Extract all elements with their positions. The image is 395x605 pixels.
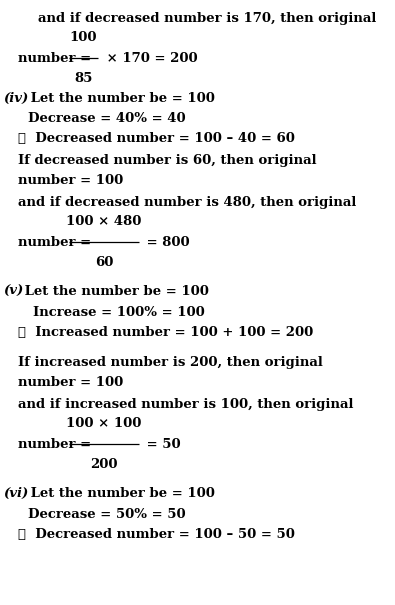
Text: 200: 200 <box>90 458 118 471</box>
Text: Let the number be = 100: Let the number be = 100 <box>26 487 215 500</box>
Text: 85: 85 <box>74 72 93 85</box>
Text: ∴  Decreased number = 100 – 40 = 60: ∴ Decreased number = 100 – 40 = 60 <box>18 132 295 145</box>
Text: Let the number be = 100: Let the number be = 100 <box>26 92 215 105</box>
Text: If decreased number is 60, then original: If decreased number is 60, then original <box>18 154 317 167</box>
Text: Let the number be = 100: Let the number be = 100 <box>21 285 209 298</box>
Text: and if increased number is 100, then original: and if increased number is 100, then ori… <box>18 398 354 411</box>
Text: number = 100: number = 100 <box>18 376 123 389</box>
Text: 100: 100 <box>70 31 97 44</box>
Text: (vi): (vi) <box>3 487 28 500</box>
Text: = 800: = 800 <box>143 235 190 249</box>
Text: Increase = 100% = 100: Increase = 100% = 100 <box>33 306 205 319</box>
Text: 60: 60 <box>95 256 113 269</box>
Text: ∴  Decreased number = 100 – 50 = 50: ∴ Decreased number = 100 – 50 = 50 <box>18 528 295 541</box>
Text: (v): (v) <box>3 285 23 298</box>
Text: and if decreased number is 480, then original: and if decreased number is 480, then ori… <box>18 196 356 209</box>
Text: 100 × 480: 100 × 480 <box>66 215 141 228</box>
Text: (iv): (iv) <box>3 92 28 105</box>
Text: number =: number = <box>18 235 96 249</box>
Text: number =: number = <box>18 51 96 65</box>
Text: number = 100: number = 100 <box>18 174 123 187</box>
Text: Decrease = 50% = 50: Decrease = 50% = 50 <box>28 508 186 521</box>
Text: ∴  Increased number = 100 + 100 = 200: ∴ Increased number = 100 + 100 = 200 <box>18 326 313 339</box>
Text: and if decreased number is 170, then original: and if decreased number is 170, then ori… <box>38 12 376 25</box>
Text: × 170 = 200: × 170 = 200 <box>102 51 198 65</box>
Text: 100 × 100: 100 × 100 <box>66 417 141 430</box>
Text: = 50: = 50 <box>143 437 181 451</box>
Text: If increased number is 200, then original: If increased number is 200, then origina… <box>18 356 323 369</box>
Text: number =: number = <box>18 437 96 451</box>
Text: Decrease = 40% = 40: Decrease = 40% = 40 <box>28 112 186 125</box>
